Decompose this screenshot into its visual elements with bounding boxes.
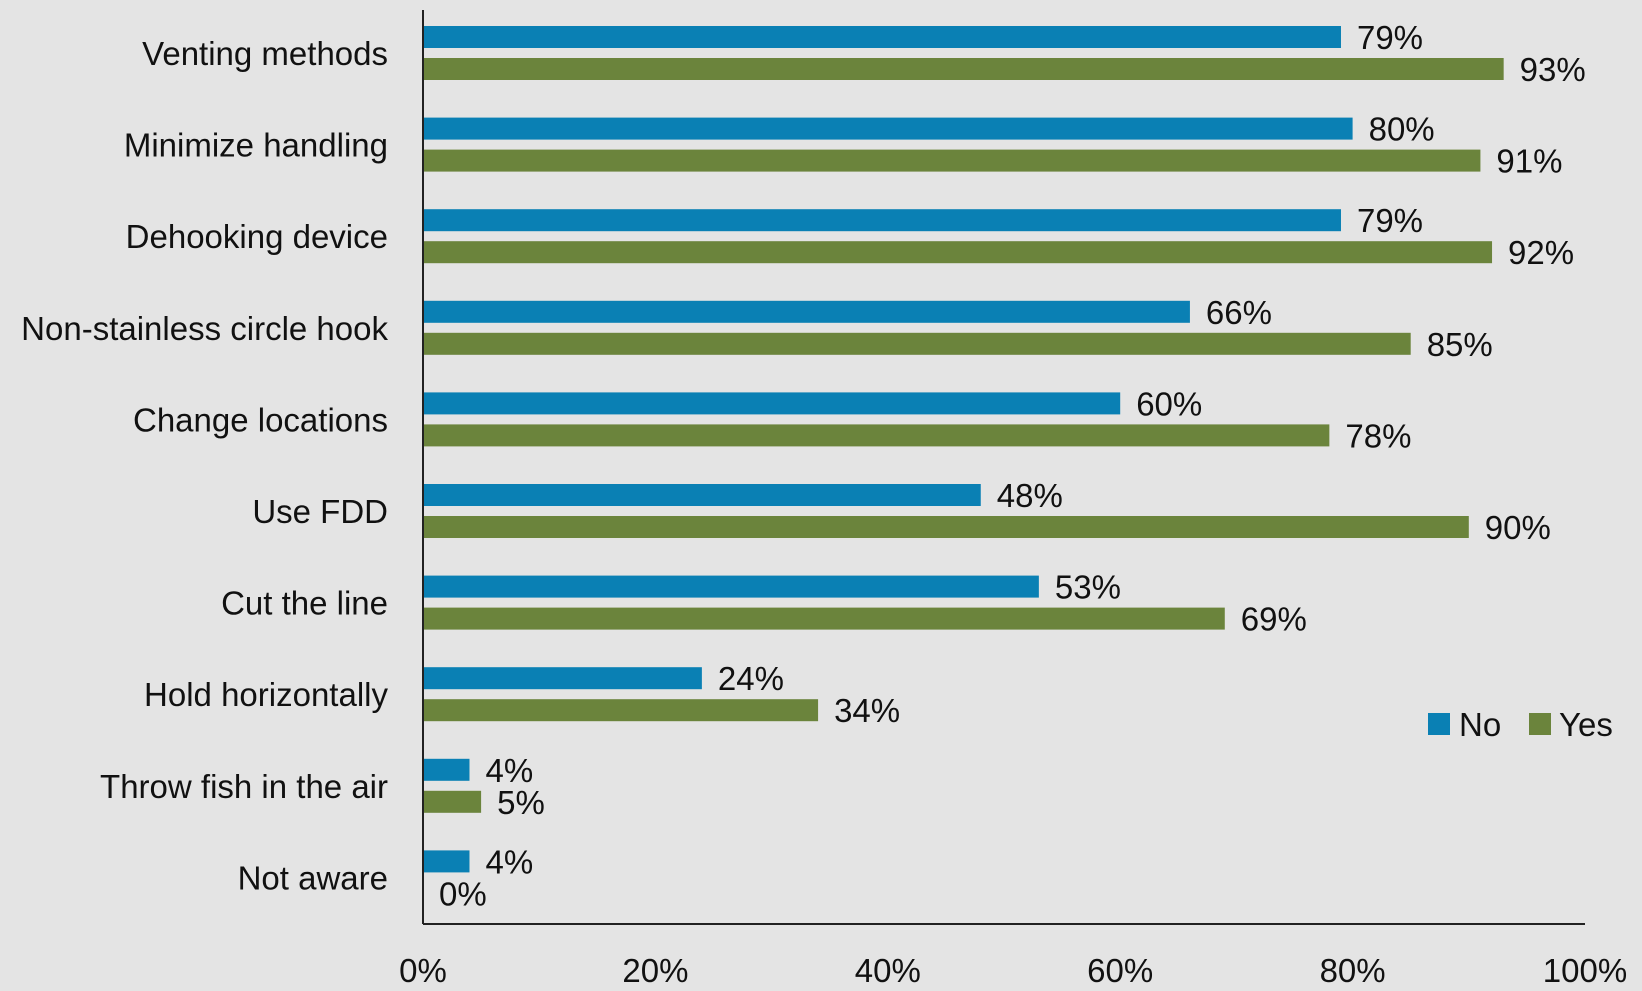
value-label-no-venting-methods: 79%	[1357, 19, 1423, 56]
category-label-dehooking-device: Dehooking device	[126, 218, 388, 255]
bar-yes-hold-horizontally	[423, 699, 819, 722]
bars-layer	[423, 26, 1504, 873]
bar-yes-throw-fish-in-the-air	[423, 790, 482, 813]
value-label-no-non-stainless-circle-hook: 66%	[1206, 294, 1272, 331]
value-label-no-hold-horizontally: 24%	[718, 660, 784, 697]
value-label-yes-throw-fish-in-the-air: 5%	[497, 784, 545, 821]
bar-no-minimize-handling	[423, 117, 1353, 140]
x-tick-label-0: 0%	[399, 952, 447, 986]
bar-yes-minimize-handling	[423, 149, 1481, 172]
bar-no-cut-the-line	[423, 575, 1039, 598]
bar-yes-change-locations	[423, 424, 1330, 447]
category-label-cut-the-line: Cut the line	[221, 585, 388, 622]
value-label-yes-minimize-handling: 91%	[1496, 143, 1562, 180]
bar-yes-venting-methods	[423, 58, 1504, 80]
x-tick-label-100: 100%	[1543, 952, 1627, 986]
bar-no-use-fdd	[423, 484, 981, 506]
value-label-no-dehooking-device: 79%	[1357, 202, 1423, 239]
value-label-yes-use-fdd: 90%	[1485, 509, 1551, 546]
bar-no-hold-horizontally	[423, 667, 702, 690]
value-label-yes-change-locations: 78%	[1345, 417, 1411, 454]
value-label-no-cut-the-line: 53%	[1055, 569, 1121, 606]
legend-swatch-no	[1428, 713, 1450, 735]
value-label-yes-venting-methods: 93%	[1520, 51, 1586, 88]
legend-label-yes: Yes	[1559, 706, 1613, 743]
category-label-not-aware: Not aware	[238, 859, 388, 896]
x-tick-label-80: 80%	[1320, 952, 1386, 986]
bar-yes-dehooking-device	[423, 241, 1493, 264]
value-label-yes-dehooking-device: 92%	[1508, 234, 1574, 271]
bar-no-change-locations	[423, 392, 1121, 415]
category-label-minimize-handling: Minimize handling	[124, 127, 388, 164]
bar-no-venting-methods	[423, 26, 1341, 48]
bar-yes-use-fdd	[423, 516, 1469, 538]
bar-yes-cut-the-line	[423, 607, 1225, 630]
bar-no-dehooking-device	[423, 209, 1341, 232]
category-label-hold-horizontally: Hold horizontally	[144, 676, 388, 713]
category-label-use-fdd: Use FDD	[252, 493, 388, 530]
value-label-no-minimize-handling: 80%	[1369, 111, 1435, 148]
value-label-yes-not-aware: 0%	[439, 875, 487, 912]
x-tick-label-60: 60%	[1087, 952, 1153, 986]
value-label-no-throw-fish-in-the-air: 4%	[485, 752, 533, 789]
category-label-non-stainless-circle-hook: Non-stainless circle hook	[21, 310, 388, 347]
bar-no-not-aware	[423, 850, 470, 873]
value-label-yes-cut-the-line: 69%	[1241, 601, 1307, 638]
value-labels-layer: 79% 93% 80% 91% 79% 92% 66% 85% 60% 78% 48% 90% 53% 6…	[439, 19, 1586, 912]
category-labels-layer: Venting methods Minimize handling Dehookin…	[21, 35, 388, 896]
category-label-venting-methods: Venting methods	[142, 35, 388, 72]
axes-layer: 0% 20% 40% 60% 80% 100%	[399, 10, 1627, 989]
x-tick-label-20: 20%	[622, 952, 688, 986]
bar-yes-non-stainless-circle-hook	[423, 332, 1411, 355]
legend-swatch-yes	[1529, 713, 1551, 735]
category-label-change-locations: Change locations	[133, 401, 388, 438]
value-label-no-not-aware: 4%	[485, 843, 533, 880]
legend-label-no: No	[1459, 706, 1501, 743]
category-label-throw-fish-in-the-air: Throw fish in the air	[100, 768, 388, 805]
value-label-yes-non-stainless-circle-hook: 85%	[1427, 326, 1493, 363]
value-label-yes-hold-horizontally: 34%	[834, 692, 900, 729]
value-label-no-change-locations: 60%	[1136, 385, 1202, 422]
legend: No Yes	[1428, 706, 1613, 743]
x-tick-label-40: 40%	[855, 952, 921, 986]
value-label-no-use-fdd: 48%	[997, 477, 1063, 514]
bar-no-non-stainless-circle-hook	[423, 300, 1190, 323]
bar-no-throw-fish-in-the-air	[423, 758, 470, 781]
